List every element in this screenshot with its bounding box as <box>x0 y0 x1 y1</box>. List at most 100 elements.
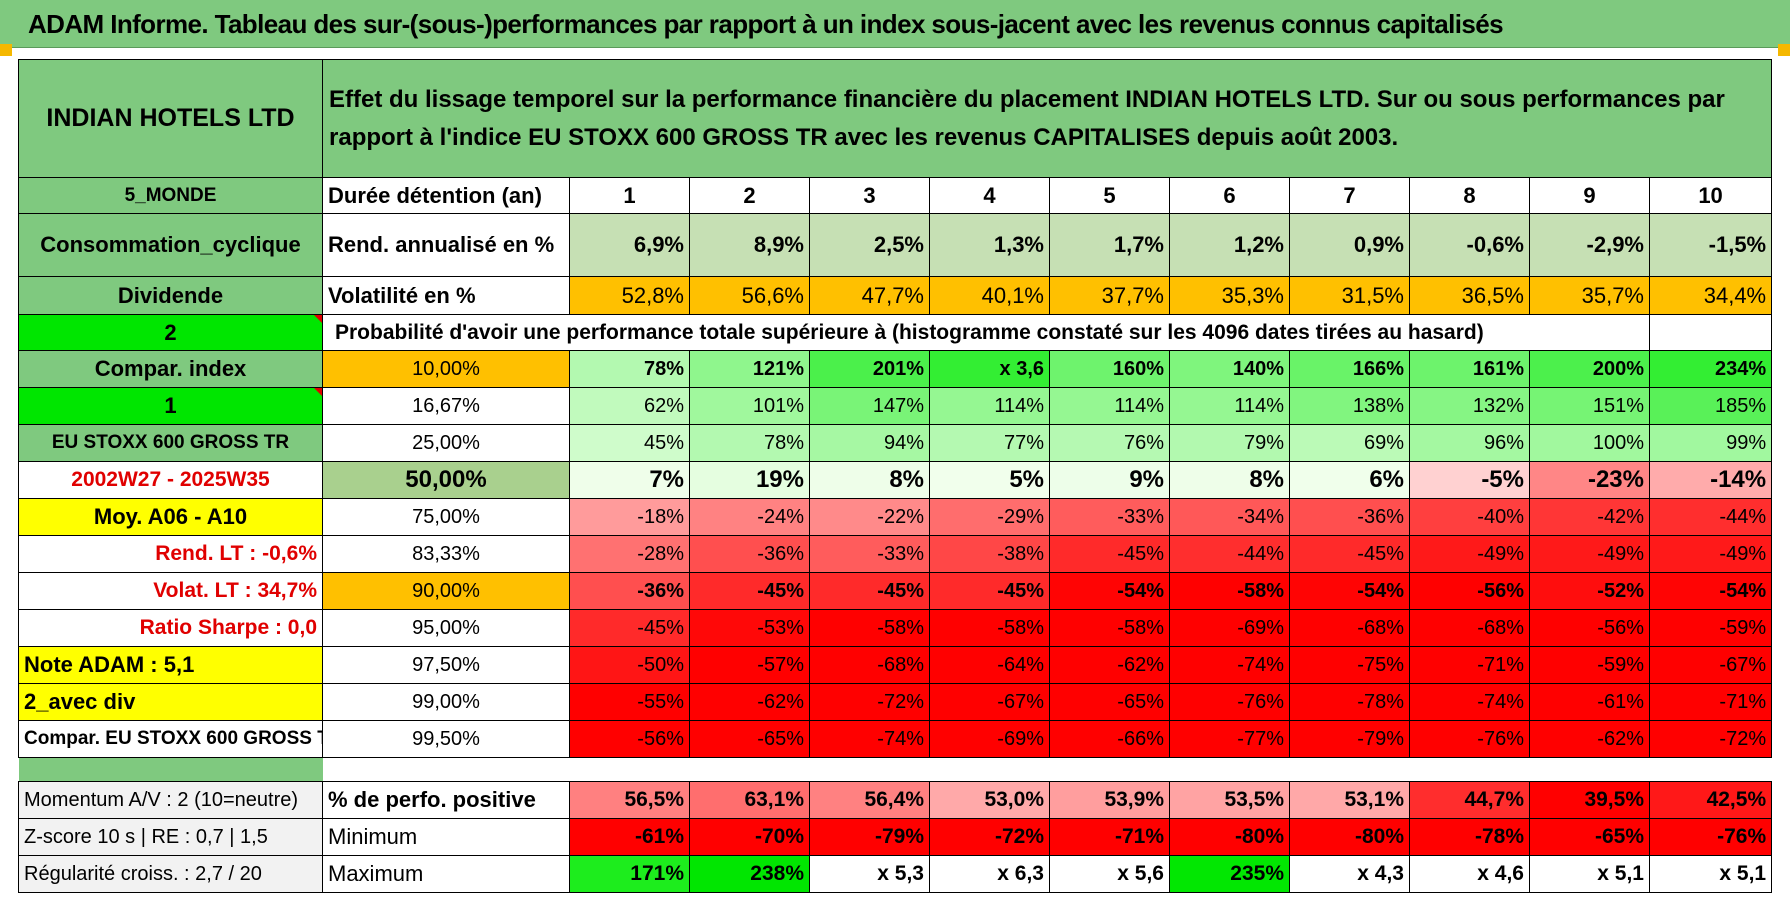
comment-indicator-icon <box>314 315 322 323</box>
rend-cell: 8,9% <box>689 213 810 277</box>
percentile-cell: 114% <box>929 387 1050 425</box>
year-header: 9 <box>1529 177 1650 214</box>
rend-cell: 0,9% <box>1289 213 1410 277</box>
report-title: ADAM Informe. Tableau des sur-(sous-)per… <box>28 9 1504 39</box>
vol-cell: 36,5% <box>1409 276 1530 315</box>
maximum-cell: x 6,3 <box>929 855 1050 893</box>
index-name: EU STOXX 600 GROSS TR <box>18 424 323 462</box>
maximum-cell: x 5,1 <box>1648 855 1773 893</box>
spacer-green <box>18 757 323 782</box>
positive-cell: 56,4% <box>809 781 930 819</box>
rend-cell: 6,9% <box>569 213 690 277</box>
percentile-cell: -75% <box>1289 646 1410 684</box>
vol-cell: 34,4% <box>1648 276 1773 315</box>
percentile-cell: -38% <box>929 535 1050 573</box>
percentile-cell: -62% <box>689 683 810 721</box>
percentile-cell: -65% <box>1049 683 1170 721</box>
percentile-cell: 69% <box>1289 424 1410 462</box>
percentile-cell: 166% <box>1289 350 1410 388</box>
sector-label: Consommation_cyclique <box>18 213 323 277</box>
percentile-cell: 62% <box>569 387 690 425</box>
sharpe-label: Ratio Sharpe : 0,0 <box>18 609 323 647</box>
percentile-cell: -29% <box>929 498 1050 536</box>
momentum-label: Momentum A/V : 2 (10=neutre) <box>18 781 323 819</box>
avec-div-label: 2_avec div <box>18 683 323 721</box>
minimum-cell: -80% <box>1169 818 1290 856</box>
maximum-cell: x 4,3 <box>1289 855 1410 893</box>
percentile-cell: -44% <box>1169 535 1290 573</box>
percentile-cell: -69% <box>929 720 1050 758</box>
percentile-cell: 78% <box>689 424 810 462</box>
percentile-cell: -49% <box>1529 535 1650 573</box>
percentile-cell: -49% <box>1409 535 1530 573</box>
rend-cell: -1,5% <box>1648 213 1773 277</box>
percentile-cell: 114% <box>1169 387 1290 425</box>
percentile-cell: -68% <box>1289 609 1410 647</box>
year-header: 1 <box>569 177 690 214</box>
percentile-cell: -71% <box>1648 683 1773 721</box>
percentile-cell: -40% <box>1409 498 1530 536</box>
description: Effet du lissage temporel sur la perform… <box>321 59 1773 178</box>
compar-full-label: Compar. EU STOXX 600 GROSS TR <box>18 720 323 758</box>
year-header: 2 <box>689 177 810 214</box>
percentile-label: 10,00% <box>322 350 570 388</box>
percentile-cell: -77% <box>1169 720 1290 758</box>
vol-cell: 47,7% <box>809 276 930 315</box>
rend-cell: 1,2% <box>1169 213 1290 277</box>
minimum-cell: -70% <box>689 818 810 856</box>
percentile-cell: -42% <box>1529 498 1650 536</box>
positive-cell: 53,0% <box>929 781 1050 819</box>
percentile-cell: 121% <box>689 350 810 388</box>
frame-corner-marker <box>0 44 12 56</box>
percentile-cell: -56% <box>1529 609 1650 647</box>
year-header: 3 <box>809 177 930 214</box>
percentile-cell: -45% <box>1049 535 1170 573</box>
maximum-label: Maximum <box>322 855 570 893</box>
percentile-cell: 160% <box>1049 350 1170 388</box>
percentile-cell: -58% <box>1049 609 1170 647</box>
percentile-cell: 45% <box>569 424 690 462</box>
percentile-label: 16,67% <box>322 387 570 425</box>
percentile-label: 75,00% <box>322 498 570 536</box>
percentile-cell: -54% <box>1648 572 1773 610</box>
percentile-cell: -58% <box>809 609 930 647</box>
percentile-cell: -66% <box>1049 720 1170 758</box>
percentile-cell: -74% <box>1409 683 1530 721</box>
percentile-cell: -22% <box>809 498 930 536</box>
rend-cell: 1,7% <box>1049 213 1170 277</box>
maximum-cell: 238% <box>689 855 810 893</box>
percentile-cell: -78% <box>1289 683 1410 721</box>
percentile-cell: -14% <box>1648 461 1773 499</box>
minimum-cell: -71% <box>1049 818 1170 856</box>
percentile-cell: -72% <box>809 683 930 721</box>
maximum-cell: x 5,3 <box>809 855 930 893</box>
percentile-cell: 19% <box>689 461 810 499</box>
vol-cell: 56,6% <box>689 276 810 315</box>
percentile-cell: x 3,6 <box>929 350 1050 388</box>
percentile-cell: -76% <box>1409 720 1530 758</box>
percentile-cell: -49% <box>1648 535 1773 573</box>
positive-cell: 63,1% <box>689 781 810 819</box>
percentile-label: 99,50% <box>322 720 570 758</box>
vol-cell: 35,3% <box>1169 276 1290 315</box>
percentile-cell: -33% <box>809 535 930 573</box>
percentile-cell: -59% <box>1529 646 1650 684</box>
minimum-cell: -76% <box>1648 818 1773 856</box>
dividend-label: Dividende <box>18 276 323 315</box>
percentile-cell: -53% <box>689 609 810 647</box>
percentile-cell: 147% <box>809 387 930 425</box>
percentile-cell: -56% <box>569 720 690 758</box>
percentile-cell: -28% <box>569 535 690 573</box>
percentile-cell: 9% <box>1049 461 1170 499</box>
positive-cell: 53,1% <box>1289 781 1410 819</box>
percentile-cell: -45% <box>809 572 930 610</box>
percentile-cell: -24% <box>689 498 810 536</box>
percentile-cell: 8% <box>1169 461 1290 499</box>
percentile-cell: 114% <box>1049 387 1170 425</box>
spacer <box>322 757 1772 782</box>
performance-table: INDIAN HOTELS LTD Effet du lissage tempor… <box>18 59 1773 893</box>
percentile-label: 90,00% <box>322 572 570 610</box>
percentile-cell: -62% <box>1529 720 1650 758</box>
maximum-cell: x 5,1 <box>1529 855 1650 893</box>
percentile-cell: -68% <box>1409 609 1530 647</box>
